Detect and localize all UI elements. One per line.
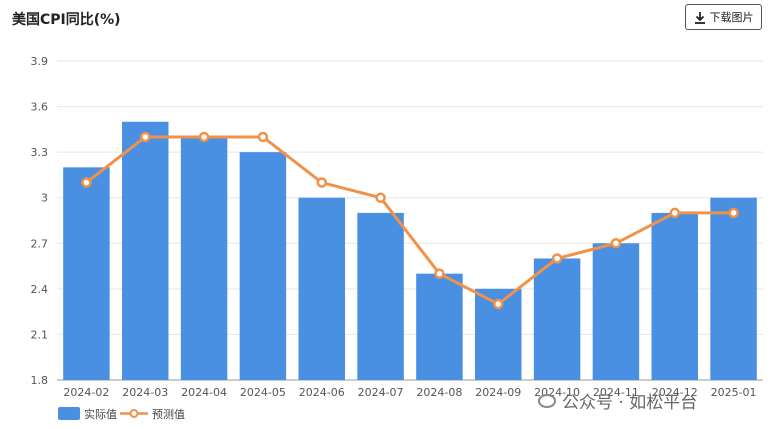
- y-tick-label: 3.9: [31, 55, 49, 68]
- forecast-point: [669, 207, 680, 219]
- forecast-point: [316, 177, 327, 188]
- forecast-point: [551, 253, 563, 264]
- forecast-line: [85, 135, 734, 306]
- bar: [298, 197, 345, 380]
- y-tick-label: 2.1: [31, 328, 49, 341]
- forecast-point: [728, 207, 739, 219]
- forecast-point: [434, 268, 445, 279]
- forecast-point: [257, 131, 269, 143]
- bar: [357, 212, 404, 380]
- x-tick-label: 2024-12: [652, 386, 698, 399]
- x-tick-label: 2024-03: [122, 386, 168, 399]
- x-tick-label: 2024-07: [358, 386, 404, 399]
- y-tick-label: 1.8: [31, 374, 49, 387]
- download-icon: [694, 11, 706, 24]
- x-tick-label: 2024-06: [299, 386, 345, 399]
- footer-text: 公众号 · 如松平台: [562, 393, 698, 413]
- bar: [533, 258, 581, 380]
- y-tick-label: 3.6: [31, 101, 49, 114]
- download-label: 下载图片: [709, 11, 754, 24]
- forecast-point: [493, 298, 504, 310]
- legend-swatch-actual: [58, 407, 80, 420]
- bar: [239, 152, 287, 380]
- x-tick-label: 2025-01: [711, 386, 757, 399]
- bar: [592, 243, 640, 380]
- bar: [416, 273, 463, 380]
- x-tick-label: 2024-09: [475, 386, 521, 399]
- x-tick-label: 2024-05: [240, 386, 286, 399]
- x-tick-label: 2024-08: [416, 386, 462, 399]
- y-tick-label: 2.4: [31, 283, 49, 296]
- bar: [651, 212, 698, 380]
- bar: [710, 197, 757, 380]
- forecast-point: [198, 131, 210, 143]
- x-tick-label: 2024-02: [63, 386, 109, 399]
- x-tick-label: 2024-04: [181, 386, 227, 399]
- wechat-icon: [538, 393, 556, 408]
- download-image-button[interactable]: 下载图片: [685, 4, 762, 30]
- forecast-point: [140, 131, 151, 143]
- footer-watermark: 公众号 · 如松平台: [538, 388, 697, 413]
- x-tick-label: 2024-11: [593, 386, 639, 399]
- y-tick-label: 3: [41, 192, 48, 205]
- bar: [180, 136, 228, 380]
- legend-label-forecast: 预测值: [152, 408, 185, 421]
- y-tick-label: 2.7: [31, 237, 49, 250]
- forecast-point: [610, 238, 622, 249]
- bar: [122, 121, 169, 380]
- legend-label-actual: 实际值: [84, 407, 117, 421]
- legend-marker-forecast: [129, 409, 139, 418]
- forecast-point: [81, 177, 92, 188]
- chart-title: 美国CPI同比(%): [12, 12, 121, 28]
- bar: [63, 167, 110, 380]
- y-tick-label: 3.3: [31, 146, 49, 159]
- forecast-point: [375, 192, 386, 203]
